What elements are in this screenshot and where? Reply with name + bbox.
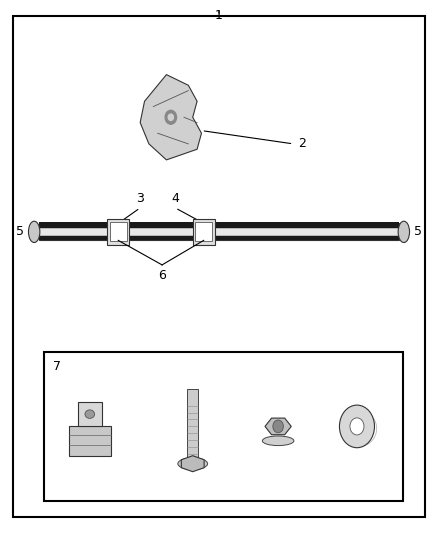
Bar: [110, 222, 127, 241]
Polygon shape: [140, 75, 201, 160]
Text: 6: 6: [158, 269, 166, 282]
Text: 2: 2: [298, 138, 306, 150]
Circle shape: [165, 110, 177, 124]
Bar: [39, 236, 399, 240]
Circle shape: [350, 418, 364, 435]
Ellipse shape: [28, 221, 40, 243]
Text: 1: 1: [215, 10, 223, 22]
Bar: [39, 229, 399, 235]
Ellipse shape: [178, 458, 208, 470]
Bar: [44, 352, 403, 501]
Bar: [78, 402, 102, 426]
Bar: [39, 223, 399, 240]
Circle shape: [168, 114, 173, 120]
Bar: [107, 219, 129, 245]
Polygon shape: [265, 418, 291, 435]
Circle shape: [339, 405, 374, 448]
Ellipse shape: [398, 221, 410, 243]
Circle shape: [273, 420, 283, 433]
Text: 3: 3: [136, 192, 144, 205]
Text: 7: 7: [53, 360, 61, 373]
Text: 5: 5: [16, 225, 24, 238]
Bar: [39, 222, 399, 228]
Text: 4: 4: [171, 192, 179, 205]
Bar: [187, 389, 198, 464]
Ellipse shape: [85, 410, 95, 418]
Bar: [195, 222, 212, 241]
Bar: [69, 426, 111, 456]
Text: 5: 5: [414, 225, 422, 238]
Polygon shape: [181, 456, 204, 472]
Ellipse shape: [262, 436, 294, 446]
Bar: [193, 219, 215, 245]
